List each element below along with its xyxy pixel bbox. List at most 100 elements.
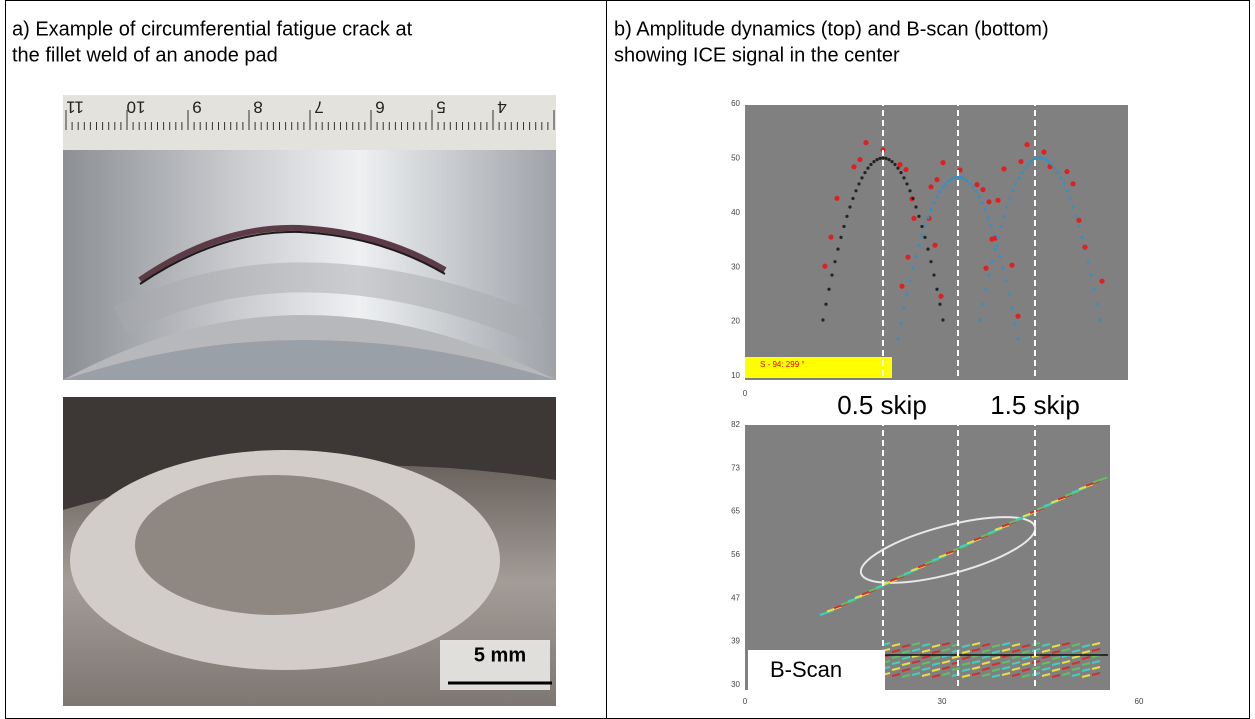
curve-dot [833, 260, 837, 264]
curve-dot [854, 189, 858, 193]
curve-dot [824, 302, 828, 306]
curve-dot [959, 175, 963, 180]
curve-dot [887, 158, 891, 162]
curve-dot [1071, 205, 1075, 209]
x-tick-label: 30 [938, 697, 947, 706]
curve-dot [893, 162, 897, 167]
noise-streak [1051, 674, 1061, 678]
noise-streak [931, 656, 941, 660]
curve-dot [827, 287, 831, 291]
noise-streak [1071, 673, 1081, 677]
noise-streak [1091, 642, 1101, 646]
noise-streak [901, 662, 911, 666]
curve-dot [938, 189, 942, 194]
curve-dot [1086, 260, 1090, 264]
echo-dot [934, 176, 940, 183]
curve-dot [1008, 196, 1012, 201]
noise-streak [1081, 656, 1091, 660]
ruler-label: 4 [497, 98, 506, 117]
echo-dot [974, 182, 980, 188]
curve-dot [872, 160, 876, 164]
marker-label: S - 94: 299 ° [760, 360, 805, 369]
noise-streak [911, 660, 921, 664]
noise-streak [901, 644, 911, 648]
noise-streak [1041, 643, 1051, 647]
curve-dot [845, 214, 849, 218]
curve-dot [926, 247, 930, 251]
curve-dot [938, 302, 942, 306]
ruler-label: 5 [436, 98, 445, 117]
noise-streak [1041, 667, 1051, 671]
curve-dot [914, 205, 918, 209]
curve-dot [1041, 156, 1045, 161]
y-tick-label: 50 [731, 154, 740, 163]
curve-dot [932, 273, 936, 277]
curve-dot [1010, 306, 1014, 310]
noise-streak [1071, 649, 1081, 653]
noise-streak [981, 661, 991, 665]
curve-dot [821, 318, 825, 322]
curve-dot [998, 254, 1002, 258]
noise-streak [1041, 655, 1051, 659]
noise-streak [1061, 672, 1071, 676]
echo-dot [899, 283, 905, 289]
curve-dot [866, 166, 870, 170]
curve-dot [1005, 205, 1009, 209]
noise-streak [1051, 644, 1061, 648]
skip-box [965, 385, 1105, 425]
curve-dot [974, 189, 978, 194]
curve-dot [851, 196, 855, 201]
curve-dot [1011, 189, 1015, 193]
skip-box [815, 385, 950, 425]
ruler-label: 9 [192, 98, 201, 117]
curve-dot [984, 287, 988, 291]
curve-dot [1092, 287, 1096, 291]
curve-dot [920, 224, 924, 229]
noise-streak [1071, 667, 1081, 671]
noise-streak [961, 656, 971, 660]
noise-streak [981, 655, 991, 659]
noise-streak [1021, 668, 1031, 672]
noise-streak [921, 667, 931, 671]
noise-streak [941, 672, 951, 676]
curve-dot [830, 273, 834, 277]
curve-dot [1095, 302, 1099, 306]
noise-streak [891, 649, 901, 653]
curve-dot [1050, 162, 1054, 167]
curve-dot [1002, 214, 1006, 218]
noise-streak [961, 668, 971, 672]
curve-dot [857, 182, 861, 186]
curve-dot [950, 177, 954, 181]
curve-dot [1014, 182, 1018, 186]
echo-dot [1009, 262, 1015, 268]
curve-dot [869, 162, 873, 167]
noise-streak [1061, 660, 1071, 664]
noise-streak [1011, 661, 1021, 665]
curve-dot [878, 156, 882, 161]
noise-streak [971, 672, 981, 676]
echo-dot [905, 254, 911, 260]
curve-dot [1016, 337, 1020, 341]
signal-streak [1092, 476, 1108, 484]
noise-streak [1001, 642, 1011, 646]
ruler-label: 11 [66, 98, 84, 117]
noise-streak [1011, 673, 1021, 677]
noise-streak [971, 666, 981, 670]
curve-dot [1053, 166, 1057, 170]
noise-streak [901, 668, 911, 672]
curve-dot [1035, 156, 1039, 161]
noise-streak [1081, 674, 1091, 678]
curve-dot [842, 224, 846, 229]
noise-streak [891, 673, 901, 677]
noise-streak [1011, 649, 1021, 653]
curve-dot [977, 195, 981, 199]
echo-dot [897, 162, 903, 168]
curve-dot [1077, 224, 1081, 229]
curve-dot [1017, 176, 1021, 180]
caption: showing ICE signal in the center [614, 44, 900, 66]
curve-dot [1089, 273, 1093, 277]
noise-streak [1061, 642, 1071, 646]
echo-dot [822, 263, 828, 269]
curve-dot [935, 287, 939, 291]
